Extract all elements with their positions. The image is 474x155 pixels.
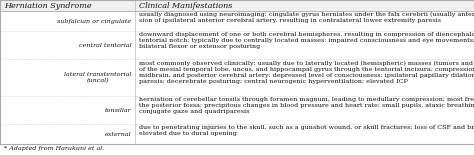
Text: lateral transtentorial
(uncal): lateral transtentorial (uncal) bbox=[64, 72, 131, 83]
Text: due to penetrating injuries to the skull, such as a gunshot wound, or skull frac: due to penetrating injuries to the skull… bbox=[139, 125, 474, 136]
Bar bbox=[0, 0, 474, 11]
Text: downward displacement of one or both cerebral hemispheres, resulting in compress: downward displacement of one or both cer… bbox=[139, 32, 474, 49]
Bar bbox=[0, 11, 474, 31]
Text: * Adapted from Harukuni et al.: * Adapted from Harukuni et al. bbox=[4, 146, 104, 151]
Text: usually diagnosed using neuroimaging; cingulate gyrus herniates under the falx c: usually diagnosed using neuroimaging; ci… bbox=[139, 12, 474, 23]
Bar bbox=[0, 96, 474, 124]
Text: tonsillar: tonsillar bbox=[105, 108, 131, 113]
Text: Herniation Syndrome: Herniation Syndrome bbox=[4, 2, 91, 10]
Text: external: external bbox=[105, 132, 131, 137]
Text: Clinical Manifestations: Clinical Manifestations bbox=[139, 2, 232, 10]
Bar bbox=[0, 124, 474, 144]
Text: herniation of cerebellar tonsils through foramen magnum, leading to medullary co: herniation of cerebellar tonsils through… bbox=[139, 97, 474, 114]
Bar bbox=[0, 59, 474, 96]
Text: most commonly observed clinically; usually due to laterally located (hemispheric: most commonly observed clinically; usual… bbox=[139, 61, 474, 84]
Bar bbox=[0, 31, 474, 59]
Text: subfalcian or cingulate: subfalcian or cingulate bbox=[57, 19, 131, 24]
Text: central tentorial: central tentorial bbox=[79, 43, 131, 48]
